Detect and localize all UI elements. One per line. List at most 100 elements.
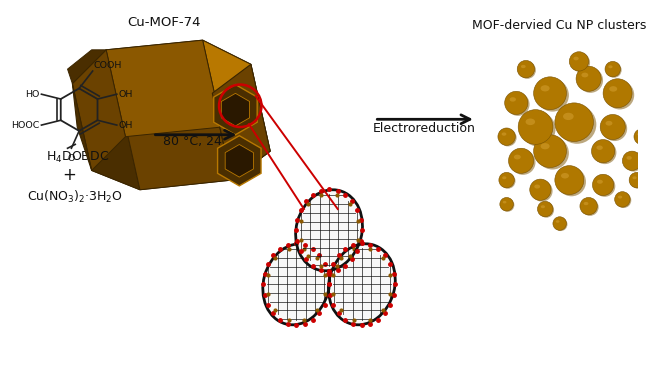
Circle shape [594,141,617,164]
Text: COOH: COOH [94,61,122,70]
Polygon shape [92,127,270,190]
Ellipse shape [521,65,525,68]
Circle shape [555,166,584,195]
Ellipse shape [637,133,642,136]
Circle shape [594,176,615,197]
Circle shape [498,128,516,145]
Circle shape [605,61,621,77]
Text: HO: HO [25,90,40,99]
Circle shape [580,197,598,215]
Ellipse shape [541,85,549,92]
Ellipse shape [525,119,535,125]
Text: Cu(NO$_3$)$_2$·3H$_2$O: Cu(NO$_3$)$_2$·3H$_2$O [28,188,123,204]
Polygon shape [120,93,231,190]
Ellipse shape [503,201,506,203]
Text: MOF-dervied Cu NP clusters: MOF-dervied Cu NP clusters [473,19,647,32]
Polygon shape [72,84,140,190]
Text: Cu-MOF-74: Cu-MOF-74 [128,16,201,29]
Circle shape [529,179,551,200]
Circle shape [508,148,533,173]
Circle shape [554,218,567,231]
Circle shape [553,217,566,230]
Circle shape [605,81,634,110]
Ellipse shape [556,220,559,223]
Ellipse shape [563,113,574,120]
Circle shape [570,53,590,72]
Circle shape [500,197,514,211]
Circle shape [569,52,589,71]
Polygon shape [225,145,253,177]
Polygon shape [72,50,126,170]
Circle shape [533,77,566,110]
Polygon shape [72,84,92,170]
Circle shape [501,198,514,212]
Circle shape [635,130,650,145]
Ellipse shape [534,185,540,189]
Ellipse shape [541,205,545,208]
Circle shape [506,93,529,116]
Circle shape [603,79,632,108]
Circle shape [518,110,553,145]
Text: 80 °C, 24h: 80 °C, 24h [163,135,229,148]
Circle shape [576,66,601,91]
Ellipse shape [596,146,603,150]
Circle shape [606,62,621,78]
Polygon shape [212,64,270,180]
Circle shape [499,129,517,146]
Circle shape [499,172,514,188]
Circle shape [510,150,535,175]
Circle shape [533,135,566,168]
Circle shape [623,151,642,170]
Ellipse shape [597,180,603,184]
Text: HOOC: HOOC [11,120,40,130]
Text: +: + [63,166,77,184]
Circle shape [634,129,649,145]
Ellipse shape [605,121,613,126]
Circle shape [600,115,625,139]
Text: OH: OH [119,120,133,130]
Text: O: O [67,154,75,163]
Circle shape [521,112,555,146]
Circle shape [558,105,596,144]
Circle shape [629,172,644,188]
Circle shape [557,167,586,196]
Ellipse shape [329,244,395,325]
Ellipse shape [608,65,613,68]
Polygon shape [106,40,222,137]
Text: H$_4$DOBDC: H$_4$DOBDC [46,150,109,165]
Polygon shape [212,64,270,180]
Circle shape [555,103,594,142]
Text: OH: OH [119,90,133,99]
Circle shape [500,173,516,189]
Circle shape [602,116,627,141]
Ellipse shape [633,176,637,179]
Circle shape [504,91,528,115]
Polygon shape [214,85,257,135]
Ellipse shape [609,86,617,92]
Circle shape [581,199,599,216]
Circle shape [631,173,646,189]
Polygon shape [217,136,261,186]
Circle shape [537,201,553,217]
Ellipse shape [574,57,579,60]
Ellipse shape [627,156,632,160]
Ellipse shape [263,244,330,325]
Circle shape [518,61,536,79]
Polygon shape [72,40,251,103]
Ellipse shape [561,173,569,178]
Circle shape [592,174,613,196]
Circle shape [539,202,554,218]
Ellipse shape [541,143,549,149]
Circle shape [578,68,603,93]
Ellipse shape [295,190,362,271]
Circle shape [624,152,643,172]
Ellipse shape [584,202,588,205]
Circle shape [531,180,553,201]
Circle shape [592,139,615,163]
Ellipse shape [502,176,506,179]
Ellipse shape [582,73,588,77]
Circle shape [517,61,535,78]
Ellipse shape [502,132,506,136]
Polygon shape [203,40,270,151]
Ellipse shape [510,97,516,101]
